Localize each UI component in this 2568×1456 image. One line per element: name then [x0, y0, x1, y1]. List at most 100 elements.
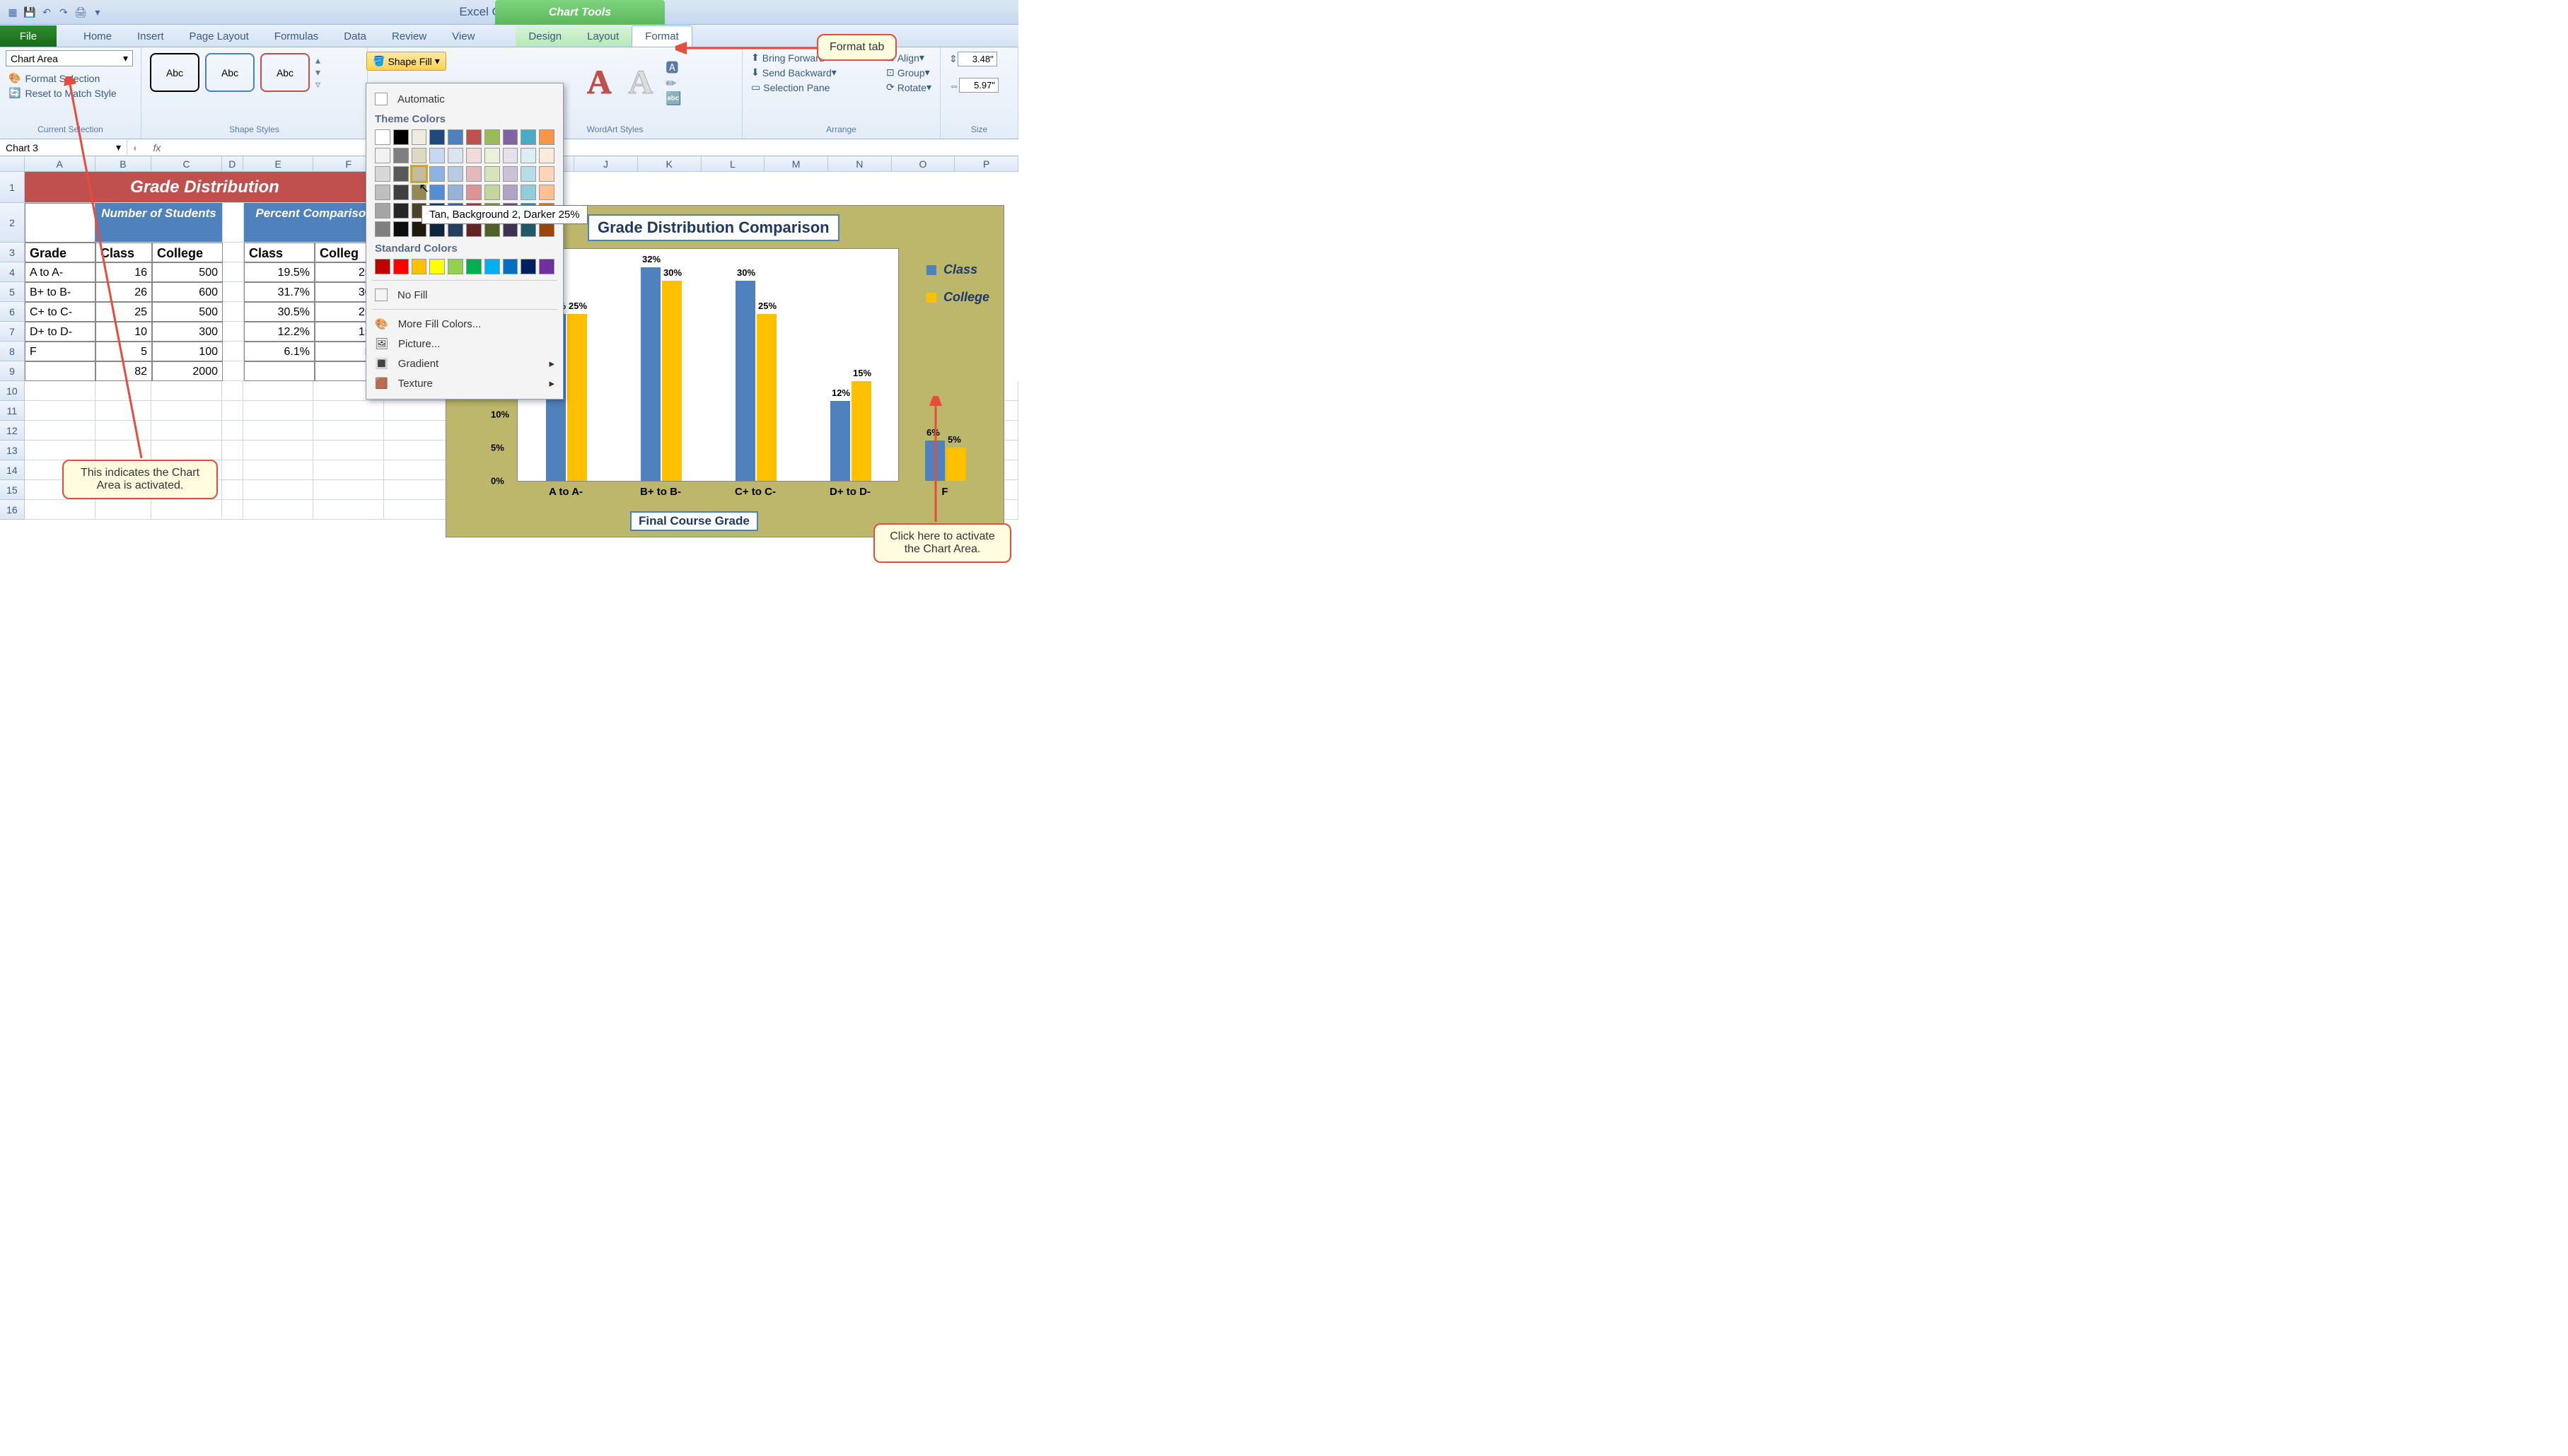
color-swatch[interactable] — [521, 166, 536, 182]
cell[interactable] — [223, 361, 244, 381]
more-fill-colors[interactable]: 🎨More Fill Colors... — [372, 314, 557, 334]
shape-style-preset-2[interactable]: Abc — [205, 53, 255, 92]
wordart-preset-1[interactable]: A — [579, 63, 620, 102]
cell[interactable]: 12.2% — [244, 322, 315, 342]
col-header-O[interactable]: O — [892, 156, 955, 172]
color-swatch[interactable] — [375, 185, 390, 200]
row-header-11[interactable]: 11 — [0, 401, 25, 421]
chart-element-dropdown[interactable]: Chart Area▾ — [6, 50, 133, 66]
color-swatch[interactable] — [521, 129, 536, 145]
cell[interactable] — [151, 421, 222, 441]
bar-class[interactable] — [736, 281, 755, 481]
gallery-up-icon[interactable]: ▴ — [315, 54, 320, 66]
cell[interactable] — [384, 480, 448, 500]
tab-review[interactable]: Review — [379, 26, 439, 47]
col-header-E[interactable]: E — [243, 156, 314, 172]
cell[interactable] — [313, 401, 384, 421]
cell[interactable] — [151, 500, 222, 520]
color-swatch[interactable] — [503, 259, 518, 274]
bar-college[interactable] — [852, 381, 871, 481]
bar-college[interactable] — [567, 314, 587, 481]
fill-texture[interactable]: 🟫Texture▸ — [372, 373, 557, 393]
undo-icon[interactable]: ↶ — [40, 5, 54, 19]
formula-bar[interactable]: ◐fx — [127, 141, 1018, 155]
cell[interactable] — [95, 500, 152, 520]
cell[interactable] — [384, 421, 448, 441]
color-swatch[interactable] — [521, 259, 536, 274]
color-swatch[interactable] — [466, 129, 482, 145]
cell[interactable]: Percent Comparison — [244, 203, 385, 243]
cell[interactable]: 500 — [152, 302, 223, 322]
cell[interactable] — [223, 322, 244, 342]
color-swatch[interactable] — [429, 148, 445, 163]
cell[interactable]: 100 — [152, 342, 223, 361]
row-header-2[interactable]: 2 — [0, 203, 25, 243]
x-axis-title[interactable]: Final Course Grade — [630, 511, 758, 531]
fx-icon[interactable]: fx — [153, 142, 161, 153]
cell[interactable] — [243, 480, 314, 500]
cell[interactable] — [384, 500, 448, 520]
tab-insert[interactable]: Insert — [124, 26, 177, 47]
color-swatch[interactable] — [466, 259, 482, 274]
width-input[interactable] — [959, 78, 999, 93]
cell[interactable] — [244, 361, 315, 381]
tab-formulas[interactable]: Formulas — [262, 26, 332, 47]
cell[interactable] — [313, 500, 384, 520]
col-header-D[interactable]: D — [222, 156, 243, 172]
row-header-6[interactable]: 6 — [0, 302, 25, 322]
color-swatch[interactable] — [448, 185, 463, 200]
col-header-N[interactable]: N — [828, 156, 892, 172]
cell[interactable] — [151, 381, 222, 401]
cell[interactable] — [151, 441, 222, 460]
qat-more-icon[interactable]: ▾ — [91, 5, 105, 19]
shape-style-preset-3[interactable]: Abc — [260, 53, 310, 92]
color-swatch[interactable] — [539, 129, 554, 145]
color-swatch[interactable] — [521, 185, 536, 200]
row-header-1[interactable]: 1 — [0, 172, 25, 203]
save-icon[interactable]: 💾 — [23, 5, 37, 19]
cell[interactable] — [243, 381, 314, 401]
no-fill[interactable]: No Fill — [372, 285, 557, 305]
color-swatch[interactable] — [484, 259, 500, 274]
chart-title[interactable]: Grade Distribution Comparison — [588, 214, 839, 241]
color-swatch[interactable] — [375, 259, 390, 274]
shape-style-preset-1[interactable]: Abc — [150, 53, 199, 92]
cell[interactable] — [313, 480, 384, 500]
cell[interactable] — [222, 381, 243, 401]
color-swatch[interactable] — [393, 129, 409, 145]
color-swatch[interactable] — [521, 148, 536, 163]
tab-view[interactable]: View — [439, 26, 487, 47]
color-swatch[interactable] — [375, 203, 390, 219]
color-swatch[interactable] — [466, 148, 482, 163]
cell[interactable] — [222, 480, 243, 500]
cell[interactable] — [313, 441, 384, 460]
cell[interactable] — [223, 302, 244, 322]
fill-gradient[interactable]: 🔳Gradient▸ — [372, 354, 557, 373]
cell[interactable]: 30.5% — [244, 302, 315, 322]
color-swatch[interactable] — [429, 259, 445, 274]
color-swatch[interactable] — [393, 221, 409, 237]
gallery-more-icon[interactable]: ▿ — [315, 78, 320, 91]
row-header-5[interactable]: 5 — [0, 282, 25, 302]
send-backward-button[interactable]: ⬇ Send Backward ▾ — [748, 65, 883, 80]
color-swatch[interactable] — [503, 129, 518, 145]
row-header-10[interactable]: 10 — [0, 381, 25, 401]
color-swatch[interactable] — [539, 185, 554, 200]
cell[interactable] — [223, 342, 244, 361]
gallery-down-icon[interactable]: ▾ — [315, 66, 320, 78]
print-icon[interactable]: 🖨 — [74, 5, 88, 19]
redo-icon[interactable]: ↷ — [57, 5, 71, 19]
cell[interactable]: 6.1% — [244, 342, 315, 361]
row-header-15[interactable]: 15 — [0, 480, 25, 500]
color-swatch[interactable] — [412, 148, 427, 163]
color-swatch[interactable] — [375, 221, 390, 237]
color-swatch[interactable] — [448, 129, 463, 145]
cell[interactable] — [222, 500, 243, 520]
tab-layout[interactable]: Layout — [574, 26, 632, 47]
cell[interactable] — [243, 460, 314, 480]
color-swatch[interactable] — [375, 148, 390, 163]
col-header-K[interactable]: K — [638, 156, 702, 172]
select-all-corner[interactable] — [0, 156, 25, 172]
color-swatch[interactable] — [429, 166, 445, 182]
cell[interactable]: College — [152, 243, 223, 262]
